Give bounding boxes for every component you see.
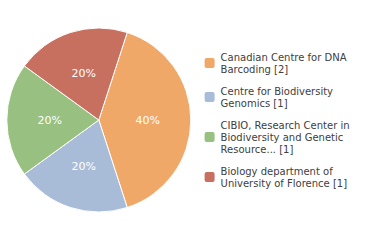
svg-text:Centre for Biodiversity: Centre for Biodiversity xyxy=(221,86,334,97)
svg-text:20%: 20% xyxy=(71,160,95,173)
svg-text:Biology department of: Biology department of xyxy=(221,166,334,177)
svg-text:Genomics [1]: Genomics [1] xyxy=(221,98,288,109)
svg-text:University of Florence [1]: University of Florence [1] xyxy=(221,178,348,189)
svg-text:Resource... [1]: Resource... [1] xyxy=(221,144,294,155)
svg-text:20%: 20% xyxy=(71,67,95,80)
svg-text:40%: 40% xyxy=(136,114,160,127)
svg-text:Biodiversity and Genetic: Biodiversity and Genetic xyxy=(221,132,344,143)
svg-text:Canadian Centre for DNA: Canadian Centre for DNA xyxy=(221,52,347,63)
svg-text:20%: 20% xyxy=(38,114,62,127)
svg-text:CIBIO, Research Center in: CIBIO, Research Center in xyxy=(221,120,350,131)
svg-text:Barcoding [2]: Barcoding [2] xyxy=(221,64,289,75)
